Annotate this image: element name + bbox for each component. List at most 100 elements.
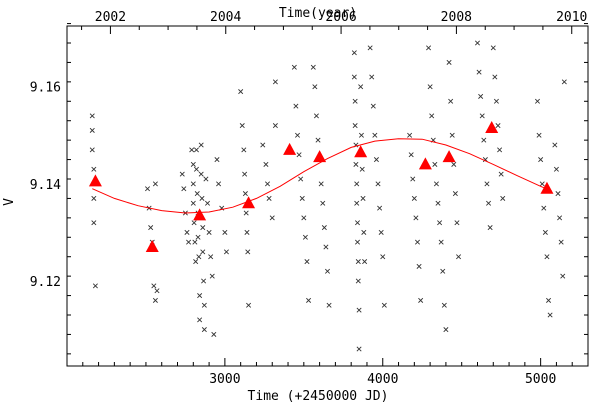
observation-point <box>193 259 199 265</box>
year-tick-label: 2002 <box>95 10 126 25</box>
observation-point <box>272 123 278 129</box>
observation-point <box>184 229 190 235</box>
fitted-curve <box>92 138 552 214</box>
observation-point <box>373 157 379 163</box>
observation-point <box>553 166 559 172</box>
observation-point <box>454 220 460 226</box>
mean-point <box>313 150 327 163</box>
year-tick-label: 2008 <box>441 10 472 25</box>
observation-point <box>204 200 211 206</box>
observation-point <box>486 200 492 206</box>
observation-point <box>89 127 95 133</box>
observation-point <box>435 200 441 206</box>
observation-point <box>426 45 432 51</box>
observation-point <box>245 249 251 255</box>
observation-point <box>201 327 207 333</box>
observation-point <box>377 205 383 211</box>
observation-point <box>351 50 357 56</box>
observation-point <box>456 254 462 260</box>
observation-point <box>360 195 366 201</box>
observation-point <box>299 195 305 201</box>
observation-point <box>478 93 484 99</box>
mean-point <box>283 142 297 155</box>
observation-point <box>269 215 275 221</box>
observation-point <box>372 132 378 138</box>
observation-point <box>144 186 151 192</box>
observation-point <box>408 152 414 158</box>
observation-point <box>433 181 439 187</box>
observation-point <box>152 181 158 187</box>
observation-point <box>381 302 387 308</box>
observation-point <box>418 297 424 303</box>
observation-point <box>198 142 204 148</box>
observation-point <box>487 225 493 231</box>
observation-point <box>211 331 217 337</box>
observation-point <box>318 181 324 187</box>
observation-point <box>429 113 435 119</box>
observation-point <box>446 59 452 65</box>
observation-point <box>222 229 228 235</box>
observation-point <box>179 171 185 177</box>
observation-point <box>321 225 327 231</box>
year-tick-label: 2004 <box>210 10 241 25</box>
observation-point <box>304 259 310 265</box>
observation-point <box>541 205 547 211</box>
mean-point <box>485 121 499 133</box>
year-tick-label: 2006 <box>325 10 356 25</box>
observation-point <box>315 137 321 143</box>
observation-point <box>355 259 361 265</box>
observation-point <box>407 132 413 138</box>
observation-point <box>193 166 199 172</box>
observation-point <box>223 249 229 255</box>
observation-point <box>440 268 446 274</box>
observation-point <box>298 176 304 182</box>
observation-points <box>89 40 567 352</box>
observation-point <box>208 254 214 260</box>
observation-point <box>326 302 332 308</box>
observation-point <box>301 215 307 221</box>
observation-point <box>242 191 248 197</box>
observation-point <box>558 239 564 245</box>
observation-point <box>194 191 200 197</box>
observation-point <box>449 132 455 138</box>
observation-point <box>190 161 196 167</box>
observation-point <box>91 195 97 201</box>
observation-point <box>189 147 195 153</box>
observation-point <box>306 297 312 303</box>
observation-point <box>293 103 299 109</box>
observation-point <box>191 220 197 226</box>
observation-point <box>263 161 269 167</box>
observation-point <box>443 327 449 333</box>
observation-point <box>534 98 540 104</box>
mean-point <box>193 208 207 221</box>
observation-point <box>239 123 245 129</box>
mean-points <box>88 121 554 252</box>
observation-point <box>536 132 542 138</box>
observation-point <box>555 191 561 197</box>
observation-point <box>91 166 97 172</box>
observation-point <box>451 161 457 167</box>
observation-point <box>152 297 158 303</box>
x-axis-title: Time (+2450000 JD) <box>248 389 389 404</box>
observation-point <box>201 302 207 308</box>
x-axis-ticks: 3000 4000 5000 <box>82 358 573 387</box>
observation-point <box>242 171 248 177</box>
observation-point <box>201 278 207 284</box>
observation-point <box>238 89 244 95</box>
observation-point <box>352 123 358 129</box>
observation-point <box>479 113 485 119</box>
y-axis-title: V <box>2 198 17 206</box>
observation-point <box>542 229 548 235</box>
observation-point <box>206 229 212 235</box>
observation-point <box>89 147 95 153</box>
observation-point <box>353 161 359 167</box>
observation-point <box>495 123 501 129</box>
observation-point <box>490 45 496 51</box>
observation-point <box>324 268 331 274</box>
top-axis-title: Time(year) <box>279 6 357 21</box>
observation-point <box>481 137 487 143</box>
observation-point <box>192 239 198 245</box>
observation-point <box>181 186 187 192</box>
observation-point <box>296 152 302 158</box>
observation-point <box>370 103 376 109</box>
